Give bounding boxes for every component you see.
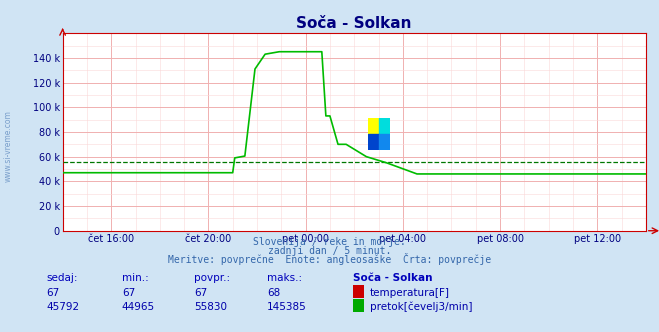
Bar — [379, 134, 390, 150]
Text: 67: 67 — [46, 288, 59, 298]
Text: 68: 68 — [267, 288, 280, 298]
Text: 67: 67 — [122, 288, 135, 298]
Text: 67: 67 — [194, 288, 208, 298]
Text: 145385: 145385 — [267, 302, 306, 312]
Text: Meritve: povprečne  Enote: angleosaške  Črta: povprečje: Meritve: povprečne Enote: angleosaške Čr… — [168, 253, 491, 265]
Text: 44965: 44965 — [122, 302, 155, 312]
Text: Slovenija / reke in morje.: Slovenija / reke in morje. — [253, 237, 406, 247]
Text: min.:: min.: — [122, 273, 149, 283]
Bar — [368, 134, 379, 150]
Title: Soča - Solkan: Soča - Solkan — [297, 16, 412, 31]
Text: sedaj:: sedaj: — [46, 273, 78, 283]
Text: maks.:: maks.: — [267, 273, 302, 283]
Text: Soča - Solkan: Soča - Solkan — [353, 273, 432, 283]
Text: zadnji dan / 5 minut.: zadnji dan / 5 minut. — [268, 246, 391, 256]
Bar — [368, 119, 379, 134]
Text: pretok[čevelj3/min]: pretok[čevelj3/min] — [370, 302, 473, 312]
Text: povpr.:: povpr.: — [194, 273, 231, 283]
Text: 45792: 45792 — [46, 302, 79, 312]
Text: 55830: 55830 — [194, 302, 227, 312]
Text: www.si-vreme.com: www.si-vreme.com — [3, 110, 13, 182]
Text: temperatura[F]: temperatura[F] — [370, 288, 449, 298]
Bar — [379, 119, 390, 134]
